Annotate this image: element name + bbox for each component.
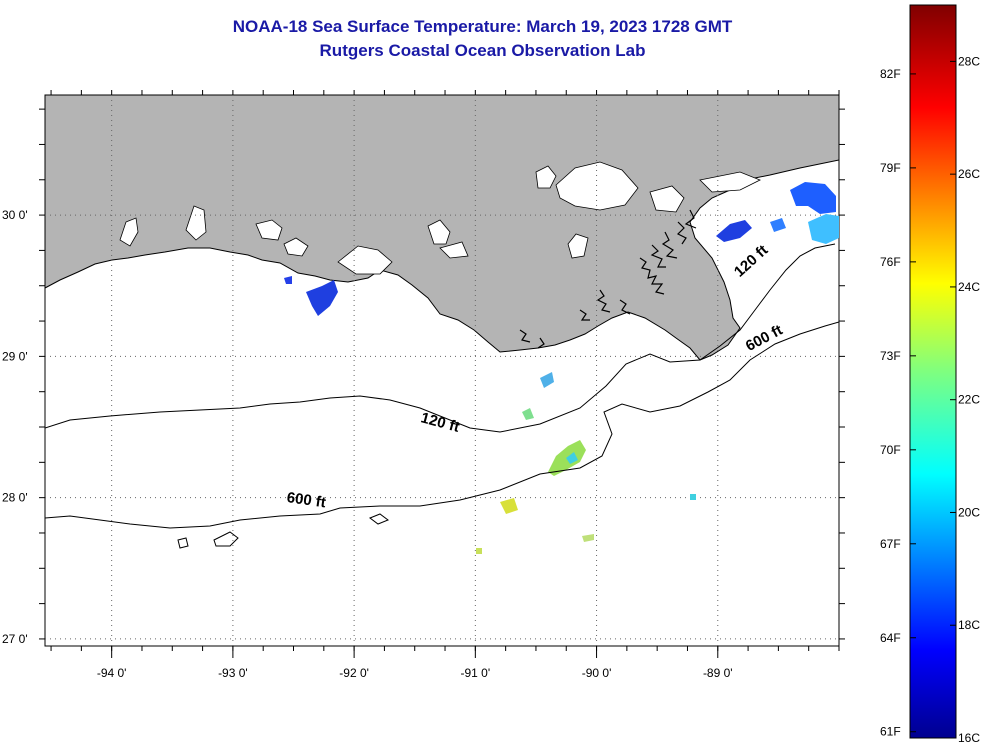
- lake: [255, 219, 283, 241]
- sst-patch: [582, 534, 594, 542]
- colorbar: [909, 4, 957, 739]
- sst-patch: [790, 182, 836, 214]
- lake: [439, 241, 469, 259]
- colorbar-fahrenheit-label: 79F: [880, 161, 901, 175]
- sst-patch: [522, 408, 534, 420]
- sst-patch: [476, 548, 482, 554]
- lon-tick-label: -93 0': [218, 666, 248, 680]
- sst-patch: [770, 218, 786, 232]
- isobath-600ft-islet: [177, 537, 189, 549]
- colorbar-celsius-label: 20C: [958, 505, 980, 519]
- map-subtitle: Rutgers Coastal Ocean Observation Lab: [319, 41, 646, 60]
- sst-patch: [690, 494, 696, 500]
- colorbar-fahrenheit-label: 61F: [880, 725, 901, 739]
- isobaths: [45, 243, 839, 549]
- coastline-detail: [519, 209, 697, 349]
- lat-tick-label: 27 0': [2, 632, 28, 646]
- lon-tick-label: -94 0': [97, 666, 127, 680]
- colorbar-fahrenheit-label: 67F: [880, 537, 901, 551]
- lake: [427, 219, 451, 245]
- lat-tick-label: 29 0': [2, 349, 28, 363]
- sst-patch: [540, 372, 554, 388]
- sst-data-patches: [284, 182, 839, 554]
- isobath-600ft: [45, 321, 839, 529]
- colorbar-celsius-label: 28C: [958, 54, 980, 68]
- colorbar-fahrenheit-label: 76F: [880, 255, 901, 269]
- colorbar-fahrenheit-label: 82F: [880, 67, 901, 81]
- sst-patch: [306, 280, 338, 316]
- colorbar-celsius-label: 16C: [958, 731, 980, 745]
- lake: [337, 245, 393, 275]
- lon-tick-label: -90 0': [582, 666, 612, 680]
- colorbar-fahrenheit-label: 73F: [880, 349, 901, 363]
- sst-patch: [500, 498, 518, 514]
- lake: [567, 233, 589, 259]
- lon-tick-label: -89 0': [703, 666, 733, 680]
- lat-tick-label: 30 0': [2, 208, 28, 222]
- sst-patch: [566, 452, 578, 464]
- colorbar-fahrenheit-label: 70F: [880, 443, 901, 457]
- lake: [283, 237, 309, 257]
- lake: [699, 171, 761, 193]
- lake: [185, 205, 207, 241]
- lat-tick-label: 28 0': [2, 491, 28, 505]
- isobath-600ft-islet: [213, 531, 239, 547]
- colorbar-celsius-label: 22C: [958, 393, 980, 407]
- colorbar-celsius-label: 18C: [958, 618, 980, 632]
- colorbar-celsius-label: 24C: [958, 280, 980, 294]
- isobath-600ft-islet: [368, 513, 390, 525]
- sst-patch: [808, 214, 839, 244]
- lon-tick-label: -91 0': [461, 666, 491, 680]
- colorbar-celsius-label: 26C: [958, 167, 980, 181]
- lon-tick-label: -92 0': [339, 666, 369, 680]
- map-title: NOAA-18 Sea Surface Temperature: March 1…: [232, 17, 733, 36]
- isobath-120ft: [45, 243, 836, 433]
- colorbar-labels: 28C 26C 24C 22C 20C 18C 16C 82F 79F 76F 73F 70F 67F 6…: [880, 54, 980, 745]
- lake: [119, 217, 139, 247]
- lake: [535, 165, 557, 189]
- graticule: -94 0' -93 0' -92 0' -91 0' -90 0' -89 0' 30 0…: [2, 90, 845, 680]
- lake: [649, 185, 685, 213]
- colorbar-fahrenheit-label: 64F: [880, 631, 901, 645]
- sst-patch: [716, 220, 752, 242]
- contour-label: 600 ft: [286, 489, 327, 511]
- sst-patch: [284, 276, 292, 284]
